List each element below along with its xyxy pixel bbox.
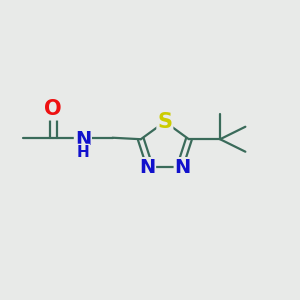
Text: S: S xyxy=(158,112,172,132)
Text: N: N xyxy=(139,158,155,177)
Text: O: O xyxy=(44,100,62,119)
Text: N: N xyxy=(75,130,91,149)
Text: H: H xyxy=(76,145,89,160)
Text: N: N xyxy=(175,158,191,177)
